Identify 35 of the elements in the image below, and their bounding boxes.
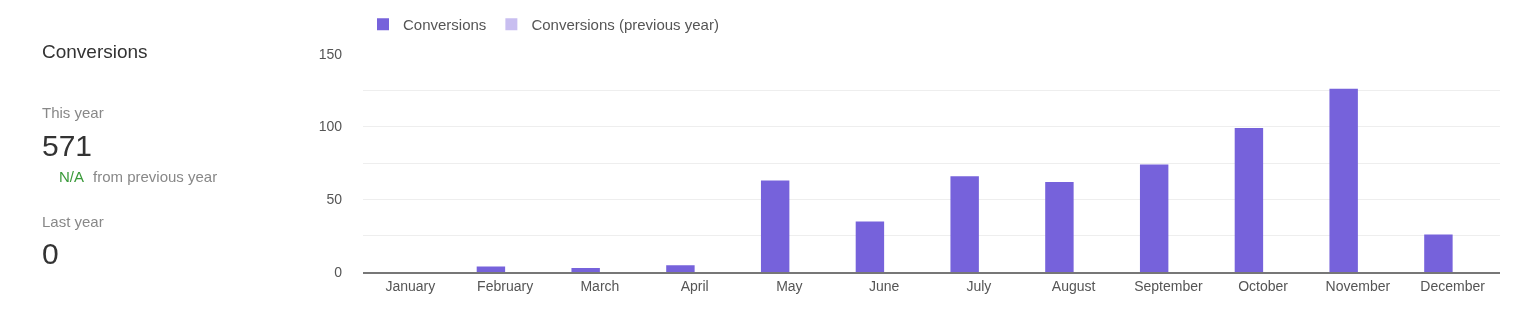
bar — [1045, 182, 1074, 273]
legend-label: Conversions — [403, 16, 487, 34]
text: 571 — [42, 129, 93, 162]
text: from previous year — [93, 168, 218, 185]
x-tick-label: September — [1134, 277, 1203, 294]
x-tick-label: December — [1420, 277, 1486, 294]
text: 0 — [42, 237, 59, 270]
bar — [855, 221, 885, 273]
x-tick-label: June — [868, 277, 900, 294]
bar — [1234, 128, 1264, 273]
bar — [760, 180, 790, 273]
text: Last year — [42, 213, 104, 230]
y-tick-label: 50 — [326, 191, 343, 208]
y-tick-label: 150 — [318, 45, 343, 62]
text: This year — [42, 104, 104, 121]
bar — [666, 265, 695, 273]
text: Conversions — [42, 41, 148, 62]
x-tick-label: April — [680, 277, 709, 294]
legend-label: Conversions (previous year) — [531, 16, 719, 34]
x-tick-label: January — [385, 277, 436, 294]
x-tick-label: March — [580, 277, 620, 294]
x-tick-label: July — [966, 277, 992, 294]
bar — [950, 176, 979, 273]
y-tick-label: 100 — [318, 118, 343, 135]
bar — [1139, 164, 1169, 273]
y-tick-label: 0 — [334, 264, 343, 281]
x-tick-label: February — [477, 277, 534, 294]
x-tick-label: November — [1325, 277, 1391, 294]
bar — [571, 268, 600, 273]
bar — [1329, 88, 1358, 273]
x-tick-label: August — [1051, 277, 1096, 294]
text: N/A — [59, 168, 85, 185]
x-tick-label: May — [776, 277, 803, 294]
bar — [1424, 234, 1453, 273]
x-tick-label: October — [1238, 277, 1289, 294]
